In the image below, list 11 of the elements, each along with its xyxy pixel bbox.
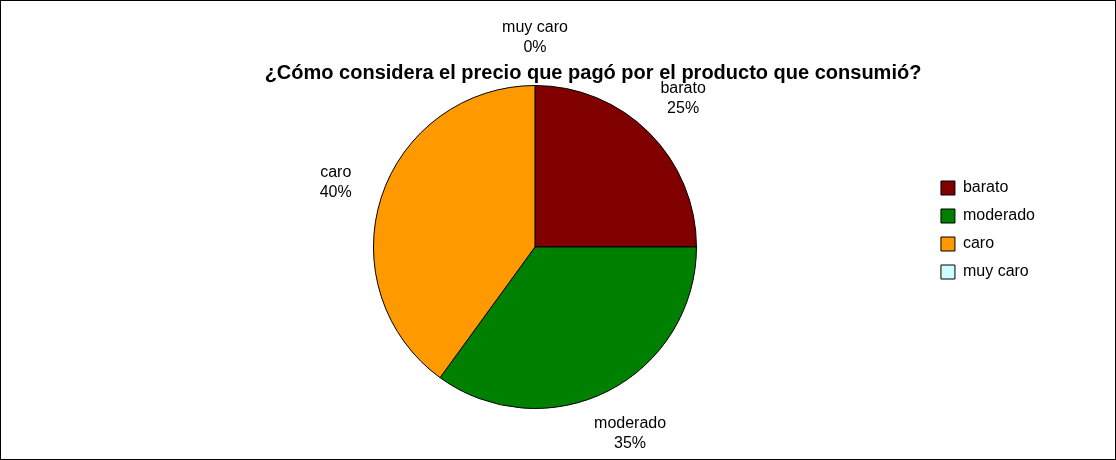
legend-label: caro — [962, 234, 995, 252]
slice-label: moderado — [594, 414, 667, 432]
data-label: 25% — [667, 99, 700, 117]
data-label: 40% — [319, 182, 352, 200]
category-label: muy caro — [502, 17, 568, 35]
legend-label: moderado — [962, 206, 1036, 224]
legend-label: muy caro — [962, 262, 1029, 280]
text: 0% — [523, 37, 547, 55]
slice-label: caro — [320, 162, 352, 180]
data-label: 35% — [614, 434, 647, 452]
legend-label: barato — [962, 178, 1009, 196]
